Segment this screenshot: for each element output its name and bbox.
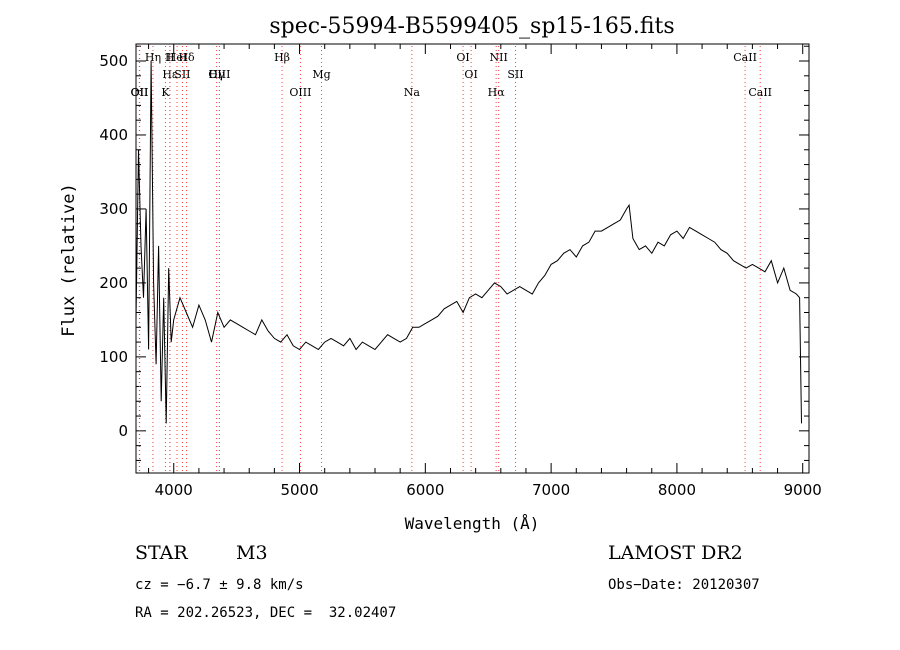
spectral-line-label: OII bbox=[131, 86, 149, 99]
spectrum-chart: spec-55994-B5599405_sp15-165.fits 4000 50… bbox=[59, 14, 822, 533]
spectral-line-label: Hβ bbox=[274, 51, 290, 64]
spectral-line-label: CaII bbox=[748, 86, 772, 99]
spectrum-series-line bbox=[135, 60, 802, 424]
y-tick-label: 0 bbox=[118, 422, 128, 440]
x-axis-label: Wavelength (Å) bbox=[405, 514, 540, 533]
x-tick-label: 6000 bbox=[406, 481, 444, 499]
spectral-line-label: Hη bbox=[145, 51, 161, 64]
spectral-line-label: Mg bbox=[312, 68, 330, 81]
object-class: STAR bbox=[135, 542, 188, 564]
coordinates-readout: RA = 202.26523, DEC = 32.02407 bbox=[135, 605, 397, 621]
y-tick-label: 200 bbox=[99, 274, 128, 292]
spectral-line-label: CaII bbox=[733, 51, 757, 64]
chart-title: spec-55994-B5599405_sp15-165.fits bbox=[269, 14, 674, 39]
y-axis-label: Flux (relative) bbox=[59, 183, 79, 337]
spectral-line-label: SII bbox=[174, 68, 190, 81]
plot-frame bbox=[135, 43, 810, 474]
redshift-readout: cz = −6.7 ± 9.8 km/s bbox=[135, 577, 304, 593]
x-tick-label: 7000 bbox=[532, 481, 570, 499]
y-tick-label: 100 bbox=[99, 348, 128, 366]
y-tick-label: 400 bbox=[99, 126, 128, 144]
spectral-line-label: K bbox=[161, 86, 170, 99]
spectral-line-label: OIII bbox=[289, 86, 311, 99]
spectral-line-label: OI bbox=[456, 51, 469, 64]
spectral-line-label: OI bbox=[464, 68, 477, 81]
spectral-line-label: Na bbox=[404, 86, 421, 99]
spectral-line-label: Hγ bbox=[209, 68, 226, 81]
x-tick-label: 8000 bbox=[658, 481, 696, 499]
plot-area: 4000 5000 6000 7000 8000 9000 0 100 200 300 400 500… bbox=[99, 43, 822, 499]
x-tick-label: 9000 bbox=[784, 481, 822, 499]
y-tick-label: 500 bbox=[99, 52, 128, 70]
spectral-line-label: SII bbox=[507, 68, 523, 81]
x-tick-label: 5000 bbox=[280, 481, 318, 499]
y-tick-label: 300 bbox=[99, 200, 128, 218]
spectral-line-label: OIII bbox=[208, 68, 230, 81]
spectral-line-label: HeI bbox=[167, 51, 187, 64]
x-tick-label: 4000 bbox=[155, 481, 193, 499]
spectral-line-label: Hα bbox=[488, 86, 506, 99]
spectral-line-label: OII bbox=[131, 86, 149, 99]
spectral-line-label: H bbox=[165, 51, 175, 64]
observation-date: Obs−Date: 20120307 bbox=[608, 577, 760, 593]
spectral-line-label: NII bbox=[490, 51, 508, 64]
survey-name: LAMOST DR2 bbox=[608, 542, 743, 564]
object-subclass: M3 bbox=[236, 542, 268, 564]
